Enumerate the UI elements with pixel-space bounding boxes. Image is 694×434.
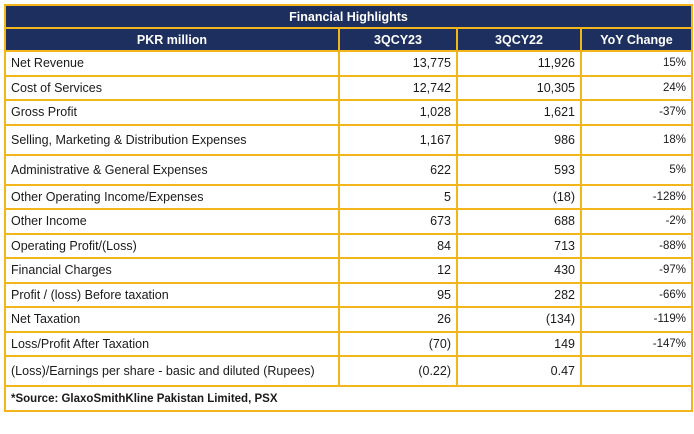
value-yoy-change: -66% xyxy=(579,281,694,308)
value-3qcy23: 622 xyxy=(338,153,458,186)
table-row: Loss/Profit After Taxation (70) 149 -147… xyxy=(4,330,694,357)
row-label: Loss/Profit After Taxation xyxy=(4,330,340,357)
value-3qcy22: 10,305 xyxy=(456,74,582,101)
value-yoy-change: -37% xyxy=(579,99,694,126)
value-3qcy22: (18) xyxy=(456,183,582,210)
value-3qcy23: 1,028 xyxy=(338,99,458,126)
value-3qcy23: 5 xyxy=(338,183,458,210)
row-label: Other Income xyxy=(4,208,340,235)
value-3qcy23: 12 xyxy=(338,257,458,284)
value-3qcy22: 282 xyxy=(456,281,582,308)
value-yoy-change: 15% xyxy=(579,50,694,77)
value-3qcy22: 0.47 xyxy=(456,355,582,387)
row-label: Other Operating Income/Expenses xyxy=(4,183,340,210)
table-header-row: PKR million 3QCY23 3QCY22 YoY Change xyxy=(4,27,694,52)
value-yoy-change: -119% xyxy=(579,306,694,333)
value-3qcy22: 430 xyxy=(456,257,582,284)
row-label: Gross Profit xyxy=(4,99,340,126)
column-header-3qcy23: 3QCY23 xyxy=(338,27,458,52)
value-3qcy22: (134) xyxy=(456,306,582,333)
value-3qcy23: 95 xyxy=(338,281,458,308)
value-3qcy22: 688 xyxy=(456,208,582,235)
value-3qcy23: 13,775 xyxy=(338,50,458,77)
table-row: (Loss)/Earnings per share - basic and di… xyxy=(4,355,694,387)
row-label: Selling, Marketing & Distribution Expens… xyxy=(4,123,340,156)
table-row: Cost of Services 12,742 10,305 24% xyxy=(4,74,694,101)
table-row: Financial Charges 12 430 -97% xyxy=(4,257,694,284)
table-row: Selling, Marketing & Distribution Expens… xyxy=(4,123,694,156)
value-3qcy22: 1,621 xyxy=(456,99,582,126)
value-yoy-change: 24% xyxy=(579,74,694,101)
row-label: Operating Profit/(Loss) xyxy=(4,232,340,259)
source-note: *Source: GlaxoSmithKline Pakistan Limite… xyxy=(3,385,694,412)
table-row: Operating Profit/(Loss) 84 713 -88% xyxy=(4,232,694,259)
value-3qcy22: 11,926 xyxy=(456,50,582,77)
value-yoy-change: -88% xyxy=(579,232,694,259)
column-header-yoy-change: YoY Change xyxy=(579,27,694,52)
column-header-3qcy22: 3QCY22 xyxy=(456,27,582,52)
value-3qcy22: 149 xyxy=(456,330,582,357)
value-yoy-change xyxy=(579,355,694,387)
row-label: Cost of Services xyxy=(4,74,340,101)
column-header-pkr-million: PKR million xyxy=(4,27,340,52)
row-label: Profit / (loss) Before taxation xyxy=(4,281,340,308)
value-yoy-change: -147% xyxy=(579,330,694,357)
value-3qcy23: 673 xyxy=(338,208,458,235)
row-label: (Loss)/Earnings per share - basic and di… xyxy=(4,355,340,387)
table-row: Gross Profit 1,028 1,621 -37% xyxy=(4,99,694,126)
value-3qcy23: (70) xyxy=(338,330,458,357)
table-row: Profit / (loss) Before taxation 95 282 -… xyxy=(4,281,694,308)
source-row: *Source: GlaxoSmithKline Pakistan Limite… xyxy=(3,385,694,412)
table-title: Financial Highlights xyxy=(3,4,694,29)
table-row: Administrative & General Expenses 622 59… xyxy=(4,153,694,186)
row-label: Net Revenue xyxy=(4,50,340,77)
table-row: Net Revenue 13,775 11,926 15% xyxy=(4,50,694,77)
row-label: Administrative & General Expenses xyxy=(4,153,340,186)
table-title-row: Financial Highlights xyxy=(3,4,694,29)
value-3qcy23: 12,742 xyxy=(338,74,458,101)
value-yoy-change: -2% xyxy=(579,208,694,235)
table-row: Other Operating Income/Expenses 5 (18) -… xyxy=(4,183,694,210)
table-row: Other Income 673 688 -2% xyxy=(4,208,694,235)
value-3qcy22: 986 xyxy=(456,123,582,156)
value-yoy-change: -128% xyxy=(579,183,694,210)
value-3qcy22: 593 xyxy=(456,153,582,186)
table-row: Net Taxation 26 (134) -119% xyxy=(4,306,694,333)
value-3qcy23: 1,167 xyxy=(338,123,458,156)
row-label: Net Taxation xyxy=(4,306,340,333)
value-3qcy23: 84 xyxy=(338,232,458,259)
value-yoy-change: 5% xyxy=(579,153,694,186)
financial-highlights-table: Financial Highlights PKR million 3QCY23 … xyxy=(3,4,694,412)
row-label: Financial Charges xyxy=(4,257,340,284)
value-3qcy23: (0.22) xyxy=(338,355,458,387)
value-yoy-change: -97% xyxy=(579,257,694,284)
value-3qcy22: 713 xyxy=(456,232,582,259)
value-yoy-change: 18% xyxy=(579,123,694,156)
value-3qcy23: 26 xyxy=(338,306,458,333)
